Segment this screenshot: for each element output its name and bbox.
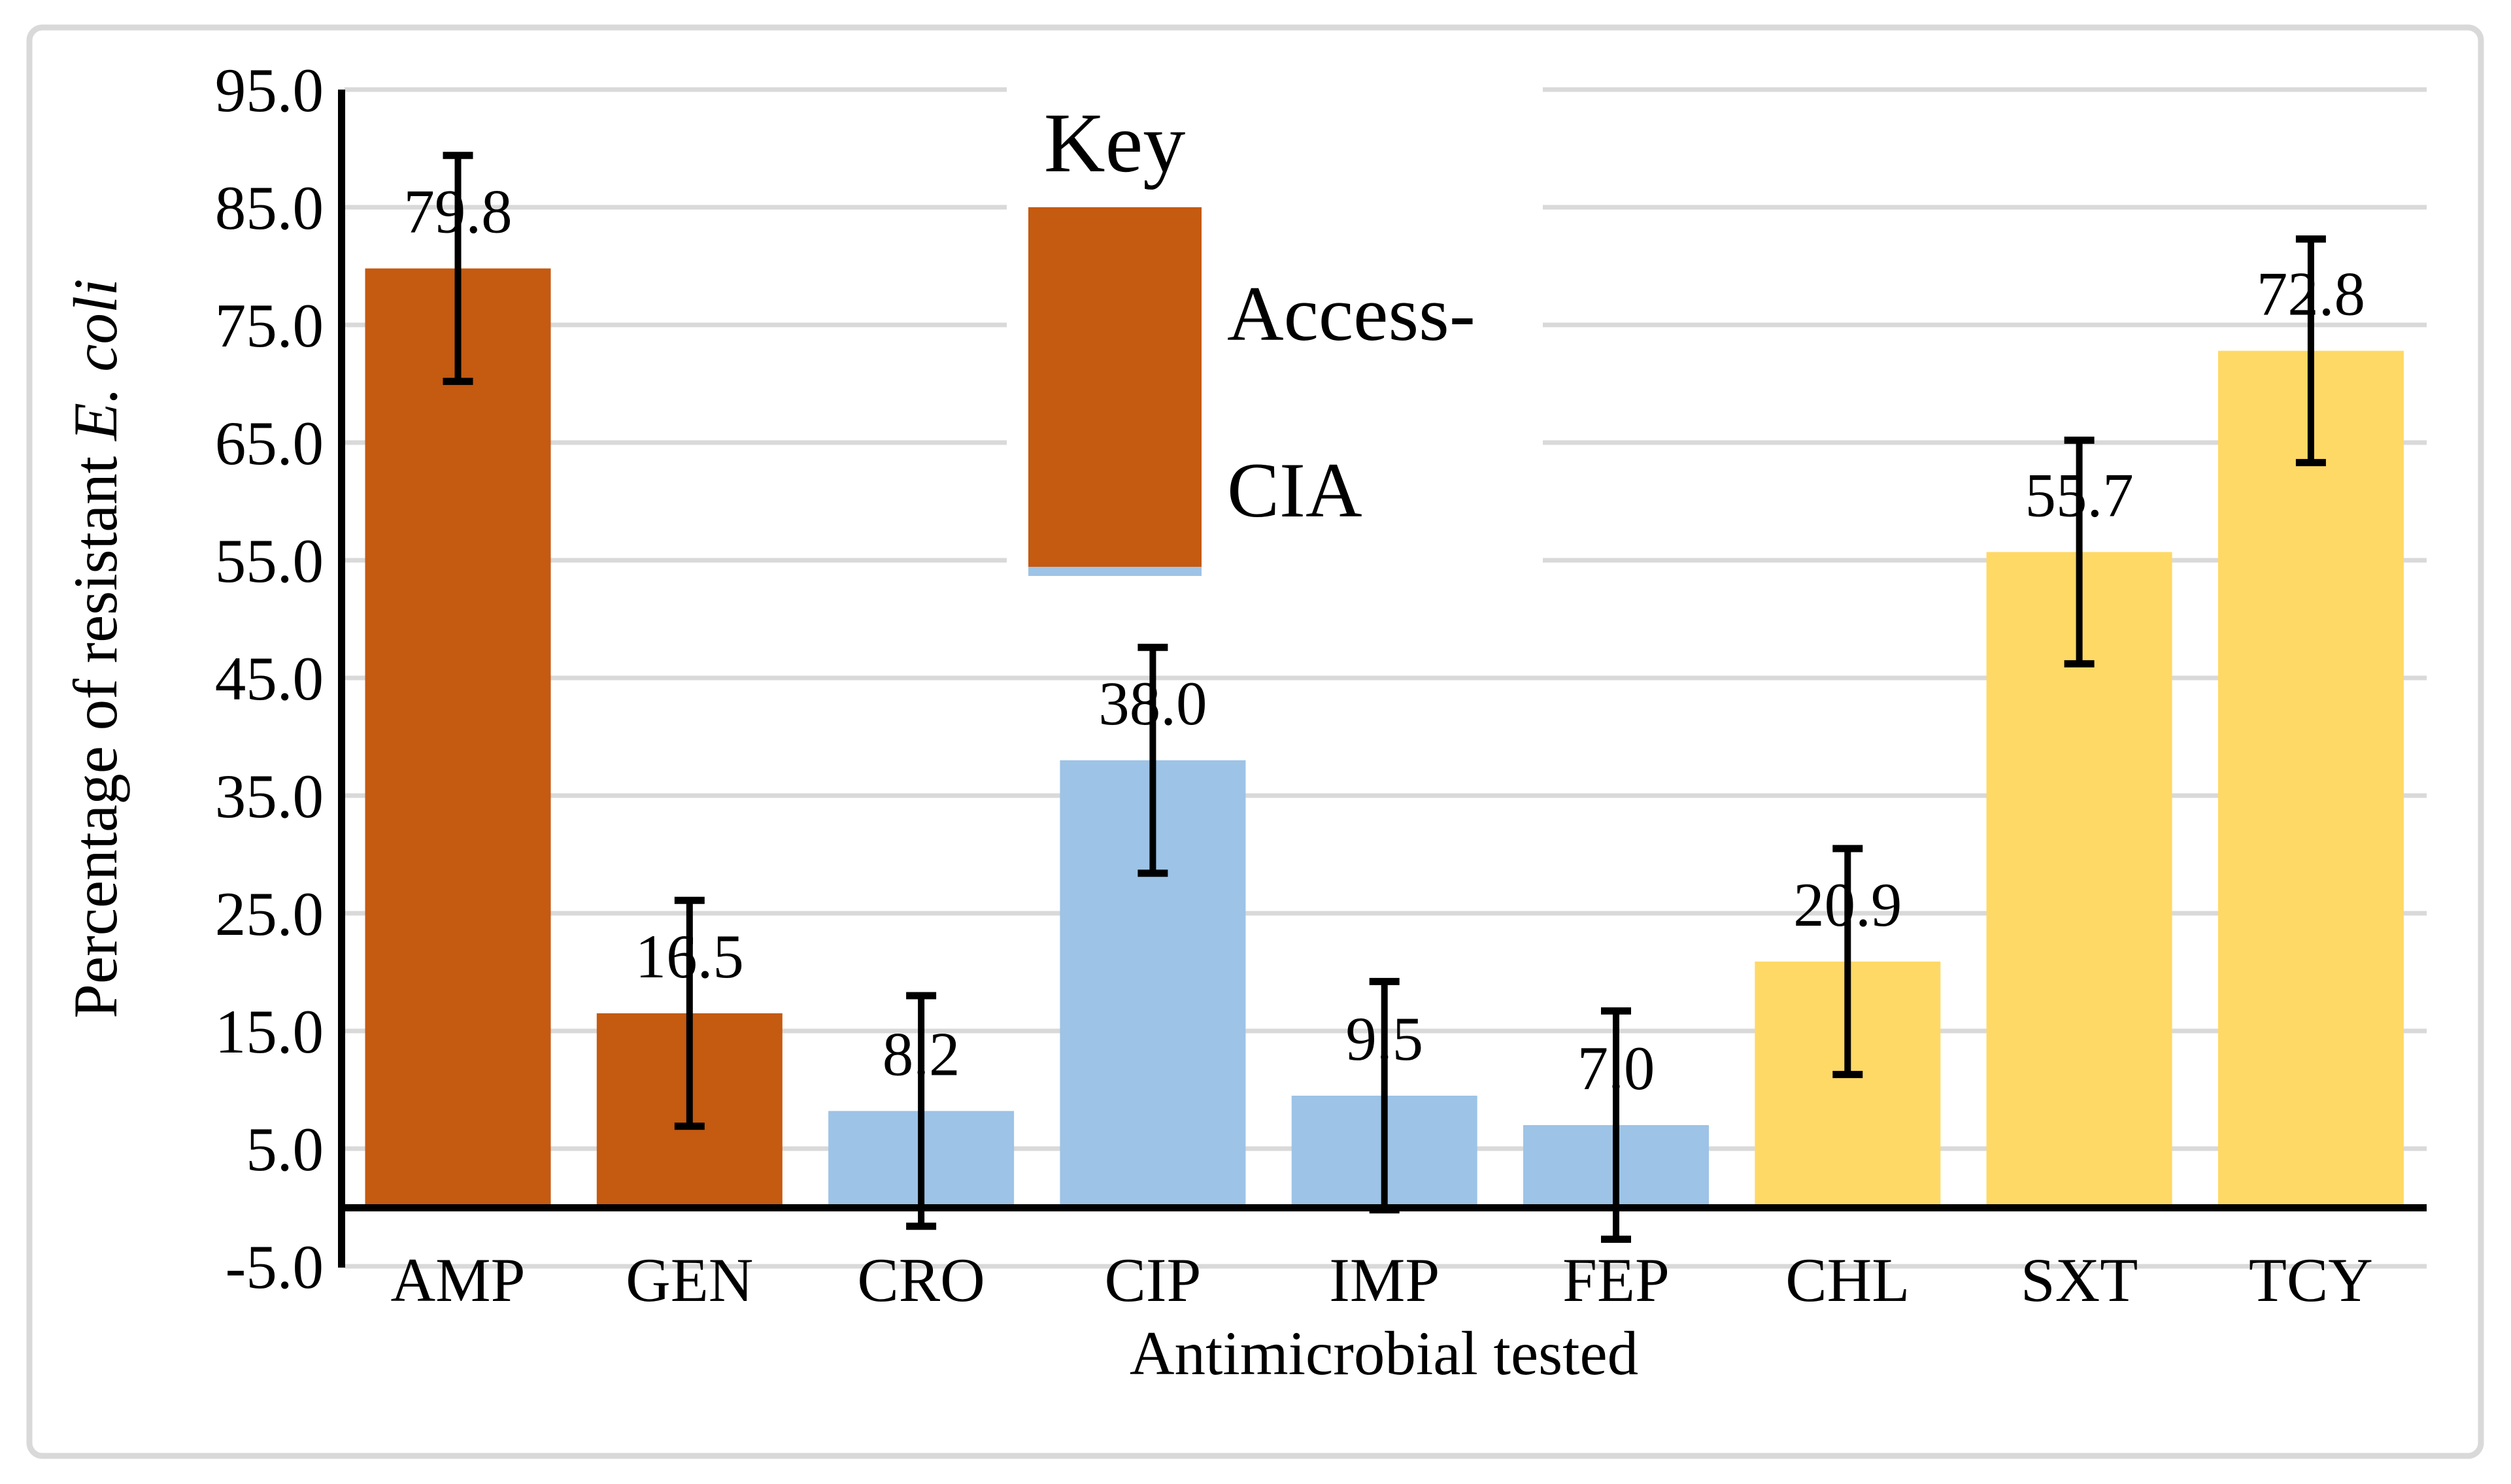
x-category-label-AMP: AMP	[391, 1245, 526, 1315]
x-category-labels-layer: AMP GEN CRO CIP IMP FEP CHL SXT TCY	[391, 1245, 2373, 1315]
data-label-IMP: 9.5	[1345, 1004, 1423, 1073]
data-label-TCY: 72.8	[2257, 260, 2365, 329]
error-bars-layer	[443, 152, 2326, 1243]
y-tick-label: 35.0	[215, 762, 324, 831]
y-axis-title: Percentage of resistant E. coli	[61, 278, 130, 1019]
data-label-CIP: 38.0	[1098, 669, 1207, 738]
x-category-label-CIP: CIP	[1104, 1245, 1201, 1315]
error-bar-CRO	[906, 992, 937, 1230]
y-tick-label: 5.0	[246, 1115, 324, 1184]
x-category-label-IMP: IMP	[1329, 1245, 1440, 1315]
y-tick-labels-layer: 95.0 85.0 75.0 65.0 55.0 45.0 35.0 25.0 15.0 5.0 -…	[215, 56, 324, 1302]
error-bar-GEN	[674, 896, 705, 1130]
y-tick-label: 75.0	[215, 291, 324, 360]
error-bar-FEP	[1601, 1007, 1631, 1243]
error-bar-SXT	[2064, 436, 2095, 667]
figure-border	[26, 24, 2484, 1459]
y-tick-label: 45.0	[215, 644, 324, 713]
x-category-label-FEP: FEP	[1562, 1245, 1670, 1315]
legend-label-line2: CIA	[1227, 447, 1362, 533]
error-bar-CIP	[1138, 643, 1168, 877]
x-category-label-TCY: TCY	[2249, 1245, 2373, 1315]
legend-swatch-strip	[1028, 567, 1202, 576]
legend: Key Access- CIA	[1028, 96, 1475, 576]
data-labels-layer: 79.8 16.5 8.2 38.0 9.5 7.0 20.9 55.7 72.8	[403, 177, 2365, 1103]
y-axis-line	[338, 90, 345, 1268]
y-tick-label: 85.0	[215, 173, 324, 243]
error-bar-AMP	[443, 152, 473, 385]
y-tick-label: 65.0	[215, 409, 324, 478]
data-label-AMP: 79.8	[403, 177, 512, 246]
x-category-label-GEN: GEN	[626, 1245, 753, 1315]
bar-AMP	[365, 268, 551, 1208]
legend-title: Key	[1044, 96, 1186, 190]
x-category-label-CHL: CHL	[1785, 1245, 1910, 1315]
bar-TCY	[2217, 350, 2404, 1207]
error-bar-CHL	[1832, 845, 1863, 1079]
y-tick-label: 25.0	[215, 879, 324, 949]
bars-layer	[365, 268, 2404, 1208]
x-axis-title: Antimicrobial tested	[1130, 1319, 1638, 1388]
y-tick-label: 95.0	[215, 56, 324, 125]
data-label-FEP: 7.0	[1577, 1034, 1655, 1103]
error-bar-TCY	[2295, 235, 2326, 467]
data-label-SXT: 55.7	[2025, 460, 2133, 530]
y-tick-label: -5.0	[226, 1232, 324, 1302]
error-bar-IMP	[1369, 977, 1400, 1214]
data-label-CHL: 20.9	[1793, 870, 1902, 939]
y-axis-title-italic: E. coli	[61, 278, 130, 442]
data-label-CRO: 8.2	[883, 1019, 960, 1088]
y-tick-label: 55.0	[215, 526, 324, 596]
y-tick-label: 15.0	[215, 997, 324, 1066]
data-label-GEN: 16.5	[635, 922, 744, 991]
x-category-label-CRO: CRO	[857, 1245, 985, 1315]
x-category-label-SXT: SXT	[2021, 1245, 2138, 1315]
legend-label-line1: Access-	[1227, 270, 1475, 357]
y-axis-title-regular: Percentage of resistant	[61, 441, 130, 1019]
legend-swatch	[1028, 207, 1202, 567]
